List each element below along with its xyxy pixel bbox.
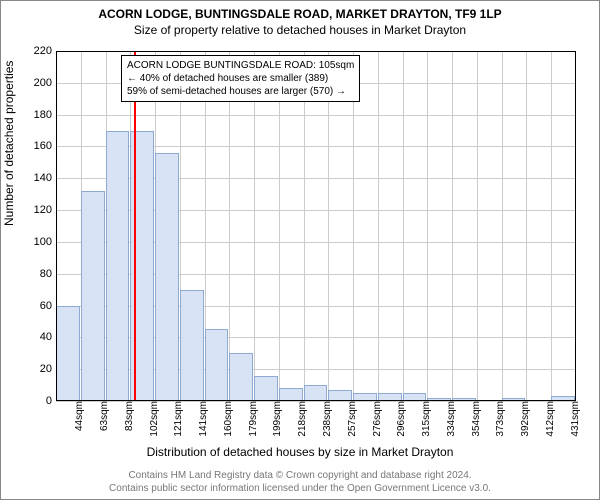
histogram-bar — [452, 398, 476, 401]
gridline-v — [378, 51, 379, 401]
x-tick-label: 102sqm — [147, 401, 160, 437]
histogram-bar — [56, 306, 80, 401]
x-tick-label: 199sqm — [270, 401, 283, 437]
x-tick-label: 121sqm — [171, 401, 184, 437]
x-tick-label: 63sqm — [97, 401, 110, 431]
histogram-bar — [304, 385, 328, 401]
x-tick-label: 179sqm — [246, 401, 259, 437]
footer-line-2: Contains public sector information licen… — [1, 483, 599, 496]
gridline-v — [254, 51, 255, 401]
footer: Contains HM Land Registry data © Crown c… — [1, 470, 599, 495]
chart-subtitle: Size of property relative to detached ho… — [1, 21, 599, 37]
gridline-v — [279, 51, 280, 401]
histogram-bar — [477, 400, 501, 401]
histogram-bar — [106, 131, 130, 401]
x-tick-label: 276sqm — [370, 401, 383, 437]
x-tick-label: 218sqm — [295, 401, 308, 437]
gridline-v — [502, 51, 503, 401]
histogram-bar — [279, 388, 303, 401]
x-tick-label: 412sqm — [543, 401, 556, 437]
histogram-bar — [378, 393, 402, 401]
y-tick-label: 160 — [34, 140, 56, 152]
annotation-line: ACORN LODGE BUNTINGSDALE ROAD: 105sqm — [127, 59, 354, 72]
y-tick-label: 180 — [34, 109, 56, 121]
y-tick-label: 200 — [34, 77, 56, 89]
gridline-v — [328, 51, 329, 401]
y-tick-label: 80 — [40, 268, 56, 280]
gridline-v — [229, 51, 230, 401]
x-tick-label: 334sqm — [444, 401, 457, 437]
x-tick-label: 296sqm — [394, 401, 407, 437]
histogram-bar — [254, 376, 278, 401]
y-tick-label: 100 — [34, 236, 56, 248]
x-tick-label: 373sqm — [493, 401, 506, 437]
gridline-v — [427, 51, 428, 401]
annotation-box: ACORN LODGE BUNTINGSDALE ROAD: 105sqm← 4… — [121, 55, 360, 102]
y-tick-label: 220 — [34, 45, 56, 57]
x-tick-label: 257sqm — [345, 401, 358, 437]
x-tick-label: 315sqm — [419, 401, 432, 437]
gridline-v — [452, 51, 453, 401]
histogram-bar — [328, 390, 352, 401]
chart-title: ACORN LODGE, BUNTINGSDALE ROAD, MARKET D… — [1, 1, 599, 21]
footer-line-1: Contains HM Land Registry data © Crown c… — [1, 470, 599, 483]
y-axis-label: Number of detached properties — [2, 61, 16, 226]
x-tick-label: 238sqm — [320, 401, 333, 437]
annotation-line: ← 40% of detached houses are smaller (38… — [127, 72, 354, 85]
x-tick-label: 431sqm — [568, 401, 581, 437]
x-axis-label: Distribution of detached houses by size … — [1, 445, 599, 459]
y-tick-label: 0 — [46, 395, 56, 407]
x-tick-label: 354sqm — [469, 401, 482, 437]
histogram-bar — [155, 153, 179, 401]
x-tick-label: 141sqm — [196, 401, 209, 437]
y-tick-label: 120 — [34, 204, 56, 216]
y-tick-label: 40 — [40, 331, 56, 343]
histogram-bar — [81, 191, 105, 401]
histogram-bar — [229, 353, 253, 401]
y-tick-label: 60 — [40, 300, 56, 312]
histogram-bar — [502, 398, 526, 401]
x-tick-label: 83sqm — [122, 401, 135, 431]
x-tick-label: 392sqm — [518, 401, 531, 437]
gridline-v — [304, 51, 305, 401]
x-tick-label: 160sqm — [221, 401, 234, 437]
plot-area: 02040608010012014016018020022044sqm63sqm… — [56, 51, 576, 401]
histogram-bar — [551, 396, 575, 401]
gridline-v — [403, 51, 404, 401]
histogram-bar — [205, 329, 229, 401]
y-tick-label: 140 — [34, 172, 56, 184]
histogram-bar — [427, 398, 451, 401]
reference-line — [134, 51, 136, 401]
gridline-v — [526, 51, 527, 401]
histogram-bar — [180, 290, 204, 401]
gridline-v — [477, 51, 478, 401]
gridline-v — [353, 51, 354, 401]
chart-container: ACORN LODGE, BUNTINGSDALE ROAD, MARKET D… — [0, 0, 600, 500]
histogram-bar — [403, 393, 427, 401]
annotation-line: 59% of semi-detached houses are larger (… — [127, 85, 354, 98]
histogram-bar — [353, 393, 377, 401]
histogram-bar — [526, 400, 550, 401]
gridline-v — [551, 51, 552, 401]
y-tick-label: 20 — [40, 363, 56, 375]
x-tick-label: 44sqm — [72, 401, 85, 431]
